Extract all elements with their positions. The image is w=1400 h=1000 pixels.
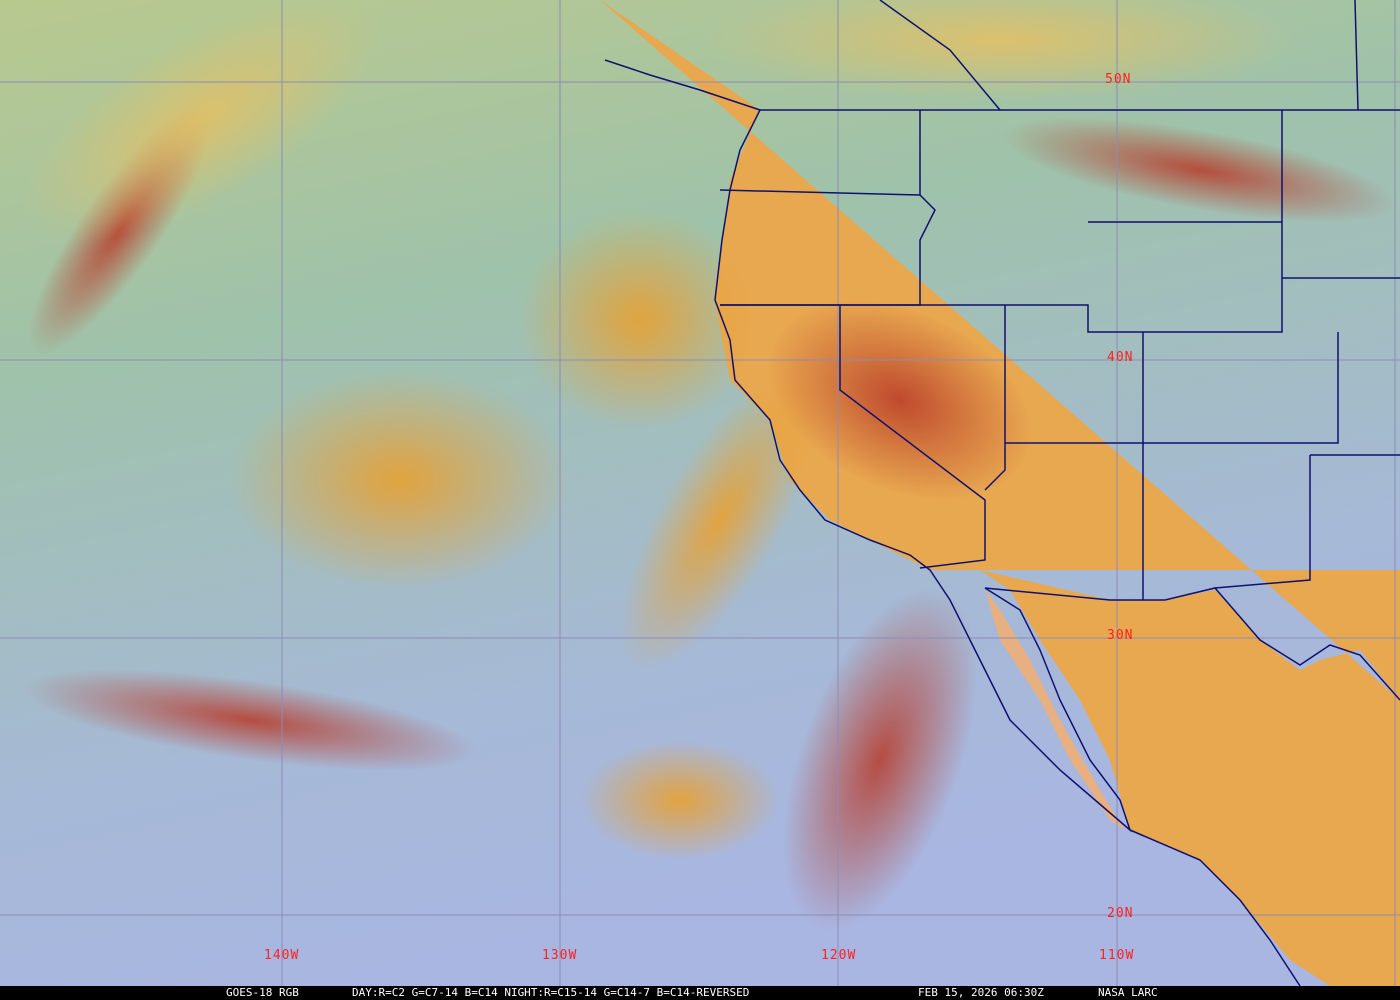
caption-recipe: DAY:R=C2 G=C7-14 B=C14 NIGHT:R=C15-14 G=…: [352, 986, 750, 999]
caption-timestamp: FEB 15, 2026 06:30Z: [918, 986, 1044, 999]
lon-label-130w: 130W: [542, 948, 578, 963]
land-mass: [600, 0, 1400, 986]
lon-label-140w: 140W: [264, 948, 300, 963]
lat-label-40n: 40N: [1107, 350, 1134, 365]
caption-bar: GOES-18 RGB DAY:R=C2 G=C7-14 B=C14 NIGHT…: [0, 986, 1400, 1000]
caption-product: GOES-18 RGB: [226, 986, 299, 999]
lat-label-20n: 20N: [1107, 906, 1134, 921]
lat-label-30n: 30N: [1107, 628, 1134, 643]
lon-label-110w: 110W: [1099, 948, 1135, 963]
lon-label-120w: 120W: [821, 948, 857, 963]
political-borders: [604, 0, 1400, 986]
lat-label-50n: 50N: [1105, 72, 1132, 87]
caption-credit: NASA LARC: [1098, 986, 1158, 999]
